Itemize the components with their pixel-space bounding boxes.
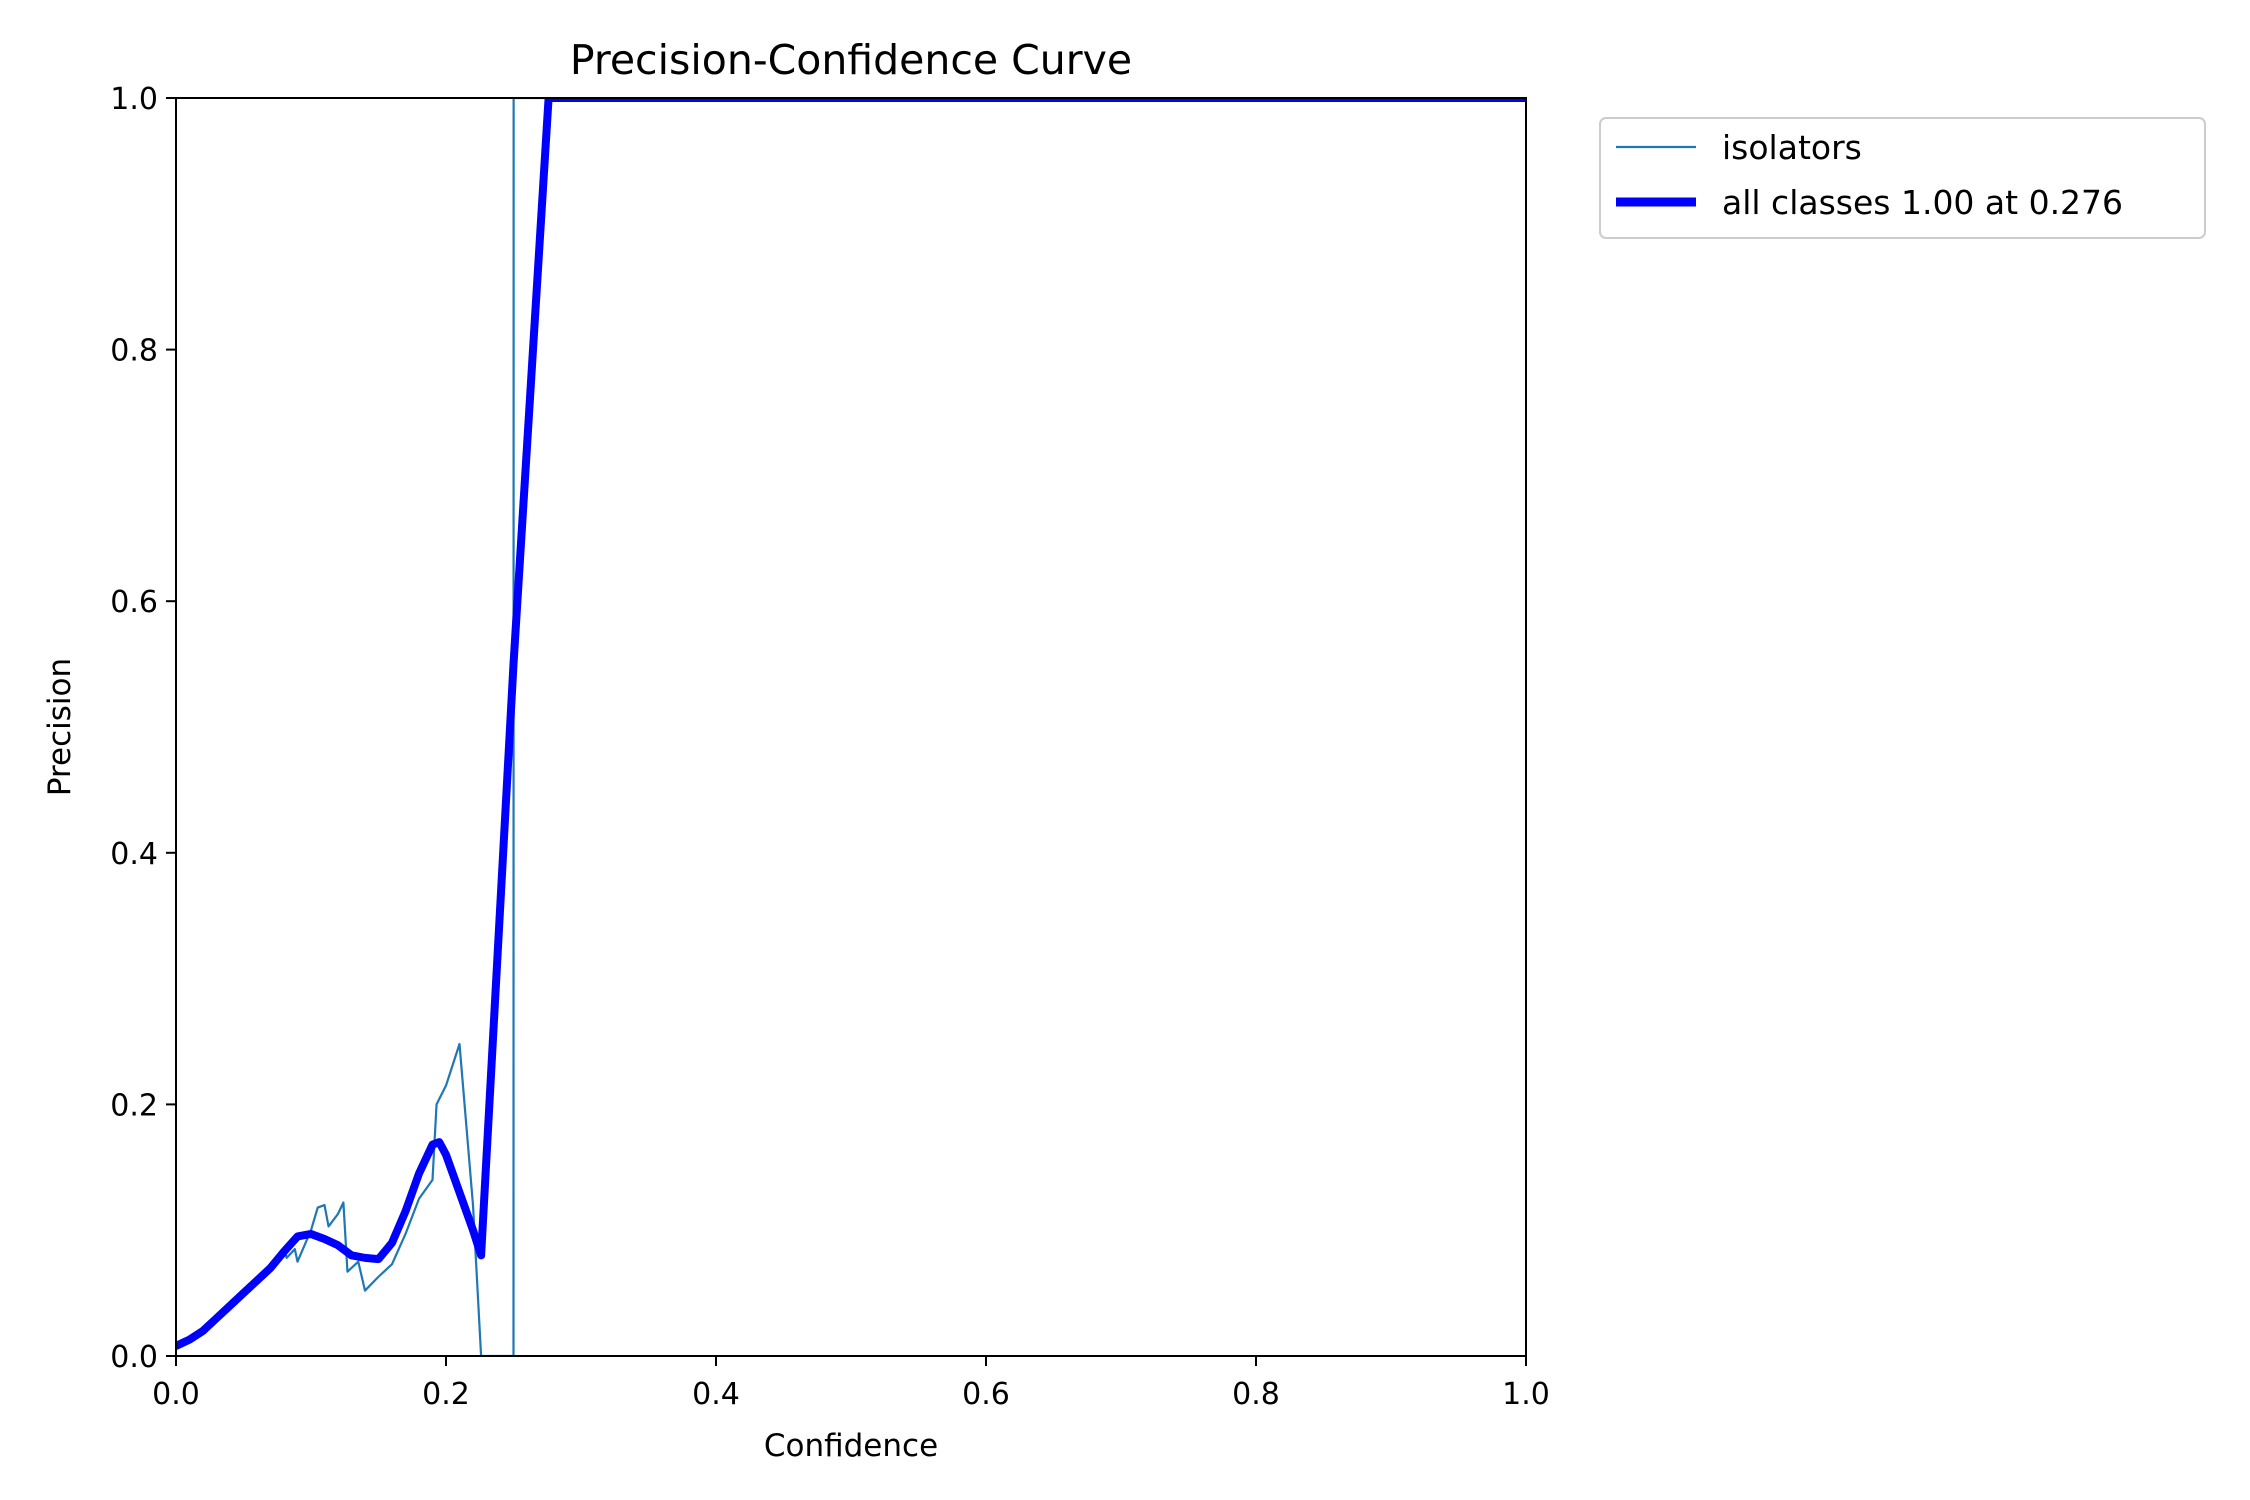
plot-area [176,98,1526,1356]
y-tick-label: 0.2 [110,1088,158,1123]
x-tick-label: 0.6 [962,1377,1010,1412]
x-tick-label: 0.2 [422,1377,470,1412]
y-tick-label: 0.0 [110,1340,158,1375]
x-tick-label: 0.4 [692,1377,740,1412]
y-tick-label: 1.0 [110,82,158,117]
series-line-isolators [176,98,1526,1356]
plot-frame [175,97,1527,1357]
legend-box [1599,117,2206,239]
x-tick-label: 0.0 [152,1377,200,1412]
y-axis-title: Precision [42,658,78,796]
x-axis: 0.0 0.2 0.4 0.6 0.8 1.0 [152,1356,1550,1412]
y-axis: 0.0 0.2 0.4 0.6 0.8 1.0 [110,82,176,1375]
y-tick-label: 0.6 [110,585,158,620]
y-tick-label: 0.4 [110,837,158,872]
x-tick-label: 0.8 [1232,1377,1280,1412]
legend: isolators all classes 1.00 at 0.276 [1599,117,2206,239]
x-tick-label: 1.0 [1502,1377,1550,1412]
legend-label-all-classes: all classes 1.00 at 0.276 [1722,183,2123,222]
legend-label-isolators: isolators [1722,128,1862,167]
chart-title: Precision-Confidence Curve [570,36,1132,84]
series-line-all-classes [176,98,1526,1350]
y-tick-label: 0.8 [110,334,158,369]
x-axis-title: Confidence [764,1428,938,1464]
